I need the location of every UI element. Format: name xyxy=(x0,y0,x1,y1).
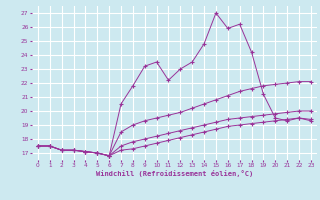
X-axis label: Windchill (Refroidissement éolien,°C): Windchill (Refroidissement éolien,°C) xyxy=(96,170,253,177)
